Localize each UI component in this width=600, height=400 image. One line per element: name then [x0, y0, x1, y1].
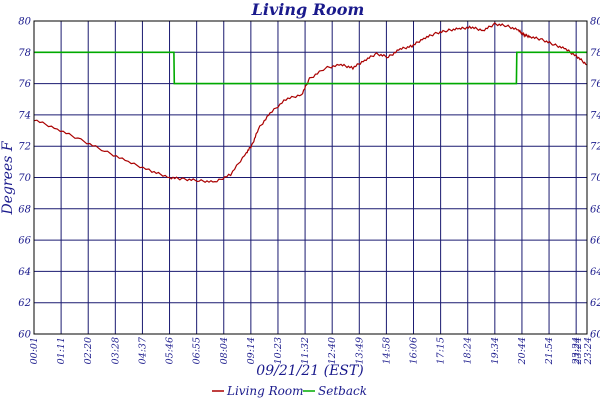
y-tick-label-left: 76	[18, 79, 31, 90]
x-tick-label: 17:15	[436, 337, 447, 364]
x-tick-label: 06:55	[192, 337, 203, 364]
x-tick-label: 01:11	[56, 337, 67, 364]
legend-label-living-room: Living Room	[226, 384, 304, 398]
x-tick-label: 08:04	[219, 337, 230, 364]
y-tick-label-right: 72	[590, 142, 600, 153]
y-tick-label-right: 76	[590, 79, 600, 90]
y-tick-label-left: 64	[18, 267, 31, 278]
y-tick-label-left: 78	[18, 48, 31, 59]
x-tick-label: 02:20	[83, 337, 94, 364]
y-tick-label-right: 74	[590, 110, 600, 121]
x-tick-label: 13:49	[354, 337, 365, 364]
x-tick-label: 03:28	[110, 337, 121, 364]
x-tick-label: 04:37	[137, 336, 148, 364]
y-tick-label-left: 80	[18, 17, 31, 28]
series-line-living-room	[33, 22, 588, 184]
y-tick-label-right: 64	[590, 267, 600, 278]
x-axis-title: 09/21/21 (EST)	[256, 363, 363, 379]
x-tick-label: 23:24	[571, 337, 582, 365]
y-axis-title: Degrees F	[0, 140, 16, 215]
y-tick-label-right: 78	[590, 48, 600, 59]
x-tick-label-end: 23:24	[583, 337, 594, 365]
y-tick-label-right: 70	[590, 173, 600, 184]
x-tick-label: 00:01	[29, 337, 40, 364]
x-tick-label: 16:06	[409, 337, 420, 364]
y-tick-label-left: 72	[18, 142, 31, 153]
x-tick-label: 20:44	[517, 337, 528, 365]
x-tick-label: 14:58	[381, 337, 392, 364]
y-tick-label-left: 66	[18, 236, 31, 247]
plot-frame	[33, 20, 588, 335]
chart-title: Living Room	[251, 0, 365, 19]
y-tick-label-right: 60	[590, 330, 600, 341]
y-tick-label-left: 70	[18, 173, 31, 184]
x-tick-label: 09:14	[246, 337, 257, 364]
y-tick-label-left: 68	[18, 204, 31, 215]
y-tick-label-left: 60	[18, 330, 31, 341]
x-tick-label: 12:40	[327, 337, 338, 364]
legend: Living Room Setback	[212, 384, 367, 398]
x-tick-label: 18:24	[463, 337, 474, 364]
y-tick-label-right: 68	[590, 204, 600, 215]
y-tick-label-right: 80	[590, 17, 600, 28]
y-tick-label-right: 62	[590, 298, 600, 309]
x-tick-label: 19:34	[490, 337, 501, 364]
series-line-setback	[34, 51, 587, 85]
x-tick-label: 11:32	[300, 337, 311, 364]
x-tick-label: 05:46	[165, 337, 176, 364]
chart-grid	[34, 20, 587, 335]
y-tick-label-left: 62	[18, 298, 31, 309]
y-tick-label-right: 66	[590, 236, 600, 247]
x-tick-label: 10:23	[273, 337, 284, 364]
series-lines	[33, 22, 588, 184]
x-tick-label-end: 23:24	[573, 337, 584, 365]
axis-tick-labels: 60 60 62 62 64 64 66 66 68 68 70 70 72 72 74 74 76 76 78 78…	[18, 17, 600, 366]
legend-label-setback: Setback	[318, 384, 367, 398]
y-tick-label-left: 74	[18, 110, 31, 121]
x-tick-label: 21:54	[544, 337, 555, 365]
